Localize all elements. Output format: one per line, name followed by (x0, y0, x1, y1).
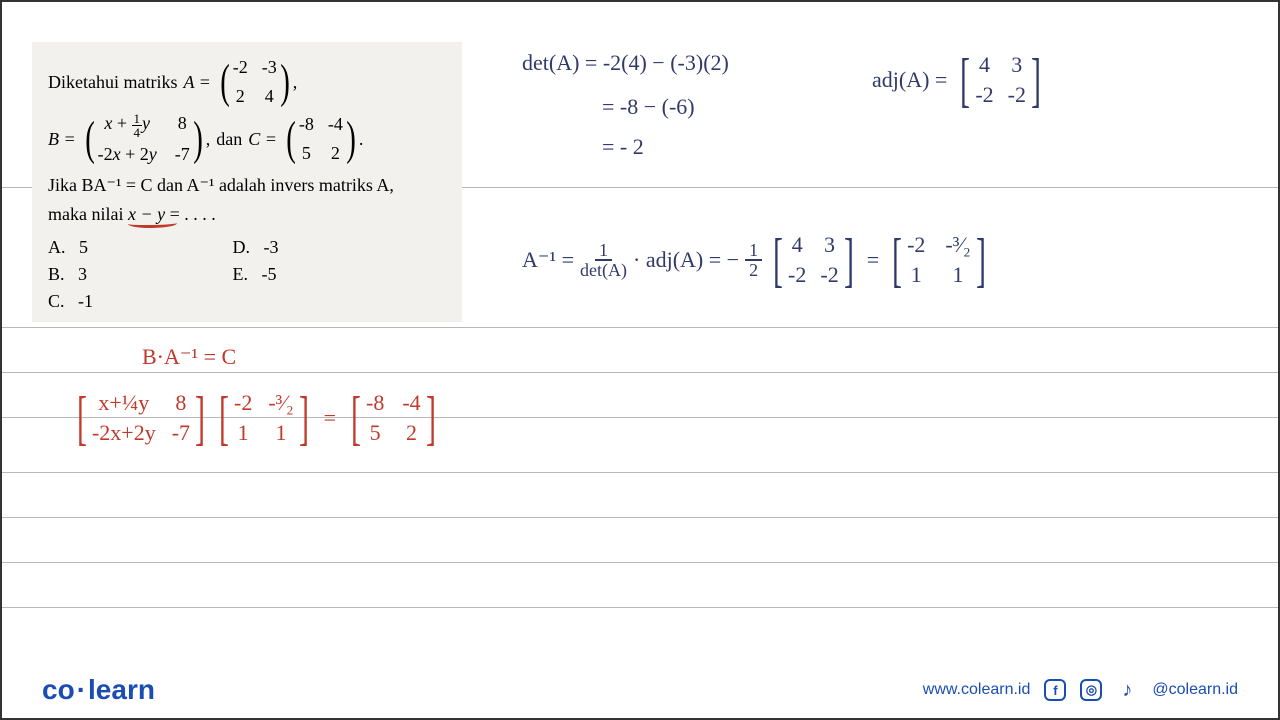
answer-options: A. 5 B. 3 C. -1 D. -3 E. -5 (48, 234, 446, 315)
cell: 8 (172, 390, 190, 416)
cell: -4 (402, 390, 420, 416)
cell: -8 (299, 111, 314, 138)
social-handle: @colearn.id (1152, 681, 1238, 699)
logo-part: learn (88, 674, 155, 705)
ruled-line (2, 327, 1278, 328)
option-B: B. 3 (48, 261, 228, 288)
label: adj(A) = (872, 67, 947, 93)
ruled-line (2, 372, 1278, 373)
label-B: B = (48, 126, 76, 153)
work-Ainv: A⁻¹ = 1 det(A) · adj(A) = − 1 2 [ 4 3 -2… (522, 232, 991, 288)
instagram-icon: ◎ (1080, 679, 1102, 701)
cell: -4 (328, 111, 343, 138)
option-D: D. -3 (233, 234, 413, 261)
cell: 1 (268, 420, 293, 446)
den: 2 (749, 261, 758, 279)
cell: 1 (907, 262, 925, 288)
cell: -7 (172, 420, 190, 446)
cell: 2 (233, 83, 248, 110)
facebook-icon: f (1044, 679, 1066, 701)
matrix-A: ( -2 -3 2 4 ) (217, 54, 293, 110)
work-BAeqC: B·A⁻¹ = C (142, 344, 236, 370)
cell: -2 (820, 262, 838, 288)
cell: 4 (975, 52, 993, 78)
option-C: C. -1 (48, 288, 228, 315)
cell: 2 (328, 140, 343, 167)
cell: -³⁄₂ (268, 390, 293, 416)
cell: -³⁄₂ (945, 232, 970, 258)
cell: -2 (975, 82, 993, 108)
cell: 4 (788, 232, 806, 258)
problem-text: maka nilai x − y = . . . . (48, 201, 446, 228)
cell: -2 (907, 232, 925, 258)
label: A⁻¹ = (522, 247, 574, 273)
tiktok-icon: ♪ (1116, 679, 1138, 701)
cell: x+¼y (92, 390, 156, 416)
website-link[interactable]: www.colearn.id (923, 681, 1031, 699)
num: 1 (745, 241, 762, 261)
logo-part: co (42, 674, 75, 705)
problem-text: Jika BA⁻¹ = C dan A⁻¹ adalah invers matr… (48, 172, 446, 199)
eq: = (324, 405, 336, 431)
text: maka nilai (48, 204, 128, 224)
cell: 5 (299, 140, 314, 167)
footer: co·learn www.colearn.id f ◎ ♪ @colearn.i… (2, 662, 1278, 718)
cell: 2 (402, 420, 420, 446)
ruled-line (2, 472, 1278, 473)
cell: 1 (234, 420, 252, 446)
ruled-line (2, 517, 1278, 518)
label-A: A = (183, 69, 210, 96)
ruled-line (2, 562, 1278, 563)
work-detA-2: = -8 − (-6) (602, 94, 695, 120)
matrix-C: ( -8 -4 5 2 ) (283, 111, 359, 167)
work-BA-expand: [ x+¼y 8 -2x+2y -7 ] [ -2 -³⁄₂ 1 1 ] = [… (72, 390, 441, 446)
text-dan: dan (216, 126, 242, 153)
problem-statement: Diketahui matriks A = ( -2 -3 2 4 ) , B … (32, 42, 462, 322)
cell: -7 (175, 141, 190, 168)
problem-text: Diketahui matriks (48, 69, 177, 96)
option-E: E. -5 (233, 261, 413, 288)
cell: 8 (175, 110, 190, 138)
cell: -2 (788, 262, 806, 288)
work-adjA: adj(A) = [ 4 3 -2 -2 ] (872, 52, 1046, 108)
cell: 3 (820, 232, 838, 258)
cell: -2x+2y (92, 420, 156, 446)
cell: -3 (262, 54, 277, 81)
cell: -2 (234, 390, 252, 416)
cell: 5 (366, 420, 384, 446)
den: det(A) (580, 261, 627, 279)
work-detA-1: det(A) = -2(4) − (-3)(2) (522, 50, 729, 76)
cell: -2 (233, 54, 248, 81)
text: · adj(A) = − (633, 247, 739, 273)
label-C: C = (248, 126, 277, 153)
matrix-B: ( x + 14y 8 -2x + 2y -7 ) (82, 110, 206, 167)
ruled-line (2, 607, 1278, 608)
work-detA-3: = - 2 (602, 134, 644, 160)
text: = . . . . (170, 204, 216, 224)
cell: 3 (1008, 52, 1026, 78)
eq: = (867, 247, 879, 273)
expr-xminusy: x − y (128, 204, 165, 224)
cell: 4 (262, 83, 277, 110)
colearn-logo: co·learn (42, 674, 155, 706)
cell: -8 (366, 390, 384, 416)
cell: -2 (1008, 82, 1026, 108)
cell: 1 (945, 262, 970, 288)
num: 1 (595, 241, 612, 261)
option-A: A. 5 (48, 234, 228, 261)
